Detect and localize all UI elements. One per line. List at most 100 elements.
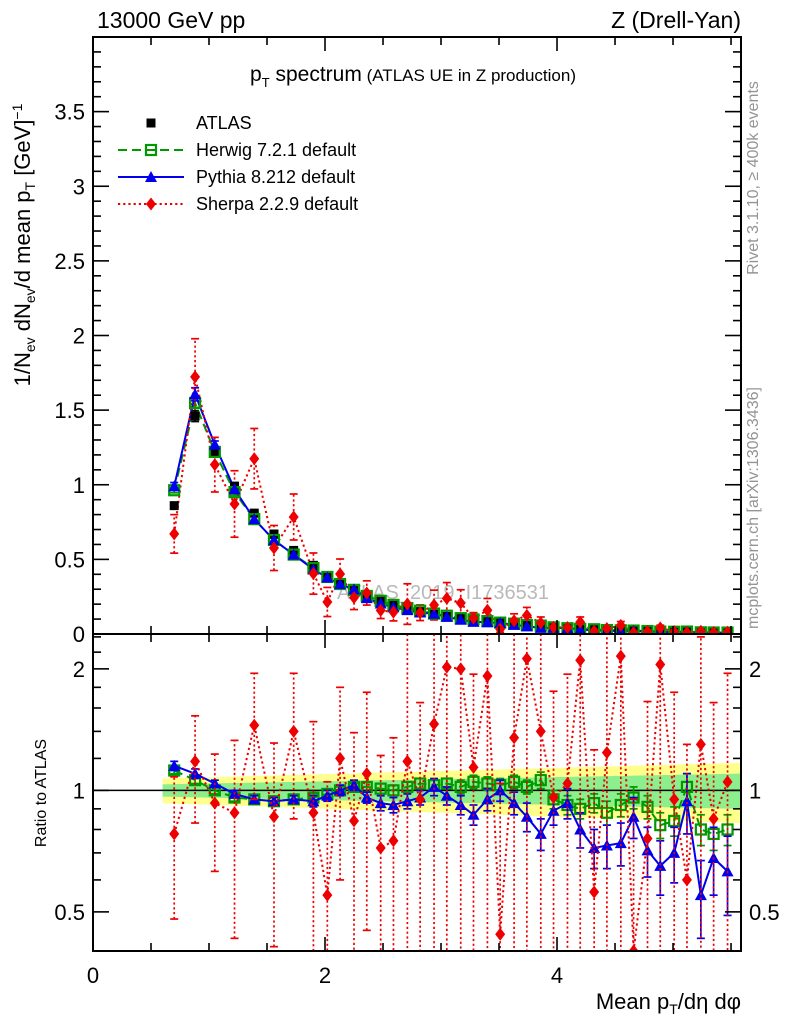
- top-marker-1: [494, 616, 507, 628]
- top-marker-2: [708, 625, 719, 633]
- legend: ATLAS Herwig 7.2.1 default Pythia 8.212 …: [118, 113, 358, 214]
- ytick-label-top: 0: [73, 622, 85, 647]
- top-marker-1: [454, 613, 467, 625]
- top-marker-2: [548, 620, 559, 633]
- top-marker-2: [722, 625, 733, 633]
- top-marker-2: [169, 527, 180, 541]
- top-marker-2: [229, 497, 240, 511]
- ylabel-sup: −1: [9, 103, 25, 119]
- ratio-marker-2: [615, 649, 626, 663]
- plot-title: pT spectrum (ATLAS UE in Z production): [250, 63, 576, 90]
- legend-marker-sherpa: [118, 197, 184, 211]
- ratio-marker-2: [562, 776, 573, 790]
- top-marker-2: [669, 624, 680, 633]
- ratio-marker-0: [668, 814, 681, 828]
- ytick-label-ratio-left: 1: [73, 778, 85, 803]
- atlas-marker: [169, 501, 179, 511]
- top-marker-1: [348, 583, 361, 595]
- ratio-marker-2: [601, 746, 612, 760]
- ylabel-sub: ev: [22, 337, 38, 352]
- atlas-marker: [210, 447, 220, 457]
- top-marker-2: [190, 370, 201, 384]
- axis-ticks: [92, 37, 741, 952]
- ratio-marker-2: [681, 873, 692, 887]
- top-marker-1: [481, 616, 494, 628]
- ratio-marker-1: [401, 795, 414, 807]
- top-marker-1: [189, 388, 202, 400]
- ratio-marker-1: [627, 810, 640, 822]
- title-rest: spectrum: [270, 63, 362, 86]
- top-marker-2: [615, 618, 626, 632]
- ratio-marker-2: [335, 751, 346, 765]
- top-marker-2: [589, 624, 600, 633]
- top-marker-2: [349, 591, 360, 605]
- ytick-label-ratio-left: 0.5: [54, 900, 85, 925]
- title-pt-sub: T: [262, 75, 270, 90]
- ratio-marker-1: [334, 784, 347, 796]
- top-panel-frame: [92, 36, 742, 635]
- legend-glyph-3: [146, 197, 156, 211]
- ratio-marker-2: [695, 737, 706, 751]
- top-marker-2: [209, 458, 220, 472]
- ratio-marker-1: [680, 795, 693, 807]
- top-marker-2: [402, 597, 413, 611]
- ratio-marker-2: [521, 652, 532, 666]
- ratio-marker-2: [209, 796, 220, 810]
- legend-label-pythia: Pythia 8.212 default: [196, 167, 355, 187]
- ratio-marker-0: [600, 806, 613, 819]
- ratio-marker-1: [360, 791, 373, 803]
- ratio-marker-1: [374, 797, 387, 809]
- top-marker-2: [562, 620, 573, 633]
- ratio-panel-frame: [92, 633, 742, 952]
- xtick-label: 2: [319, 963, 331, 988]
- ytick-label-top: 3: [73, 174, 85, 199]
- top-marker-2: [249, 452, 260, 466]
- atlas-marker: [190, 411, 200, 421]
- ratio-marker-2: [535, 724, 546, 738]
- band-green: [162, 773, 740, 809]
- legend-glyph-1: [144, 143, 158, 157]
- ratio-marker-2: [669, 792, 680, 806]
- title-paren: (ATLAS UE in Z production): [362, 66, 576, 85]
- ratio-marker-0: [694, 823, 707, 836]
- header-process: Z (Drell-Yan): [611, 7, 741, 33]
- legend-glyph-0: [146, 118, 156, 128]
- xlabel-part: /dη dφ: [678, 989, 741, 1014]
- top-marker-1: [428, 607, 441, 619]
- xtick-label: 4: [551, 963, 563, 988]
- top-marker-2: [628, 626, 639, 633]
- top-marker-1: [267, 534, 280, 546]
- ytick-label-ratio-right: 0.5: [749, 900, 780, 925]
- watermark: ATLAS_2019_I1736531: [337, 582, 549, 604]
- top-marker-1: [287, 548, 300, 560]
- top-marker-2: [335, 567, 346, 581]
- top-marker-1: [374, 597, 387, 609]
- ratio-marker-0: [454, 780, 467, 793]
- ratio-marker-2: [655, 658, 666, 672]
- ytick-label-ratio-left: 2: [73, 657, 85, 682]
- ratio-marker-1: [588, 841, 601, 853]
- top-marker-2: [429, 598, 440, 612]
- top-panel-data: [168, 337, 734, 633]
- ratio-marker-2: [455, 662, 466, 676]
- ytick-label-top: 2: [73, 324, 85, 349]
- ratio-marker-2: [169, 827, 180, 841]
- top-marker-0: [588, 623, 601, 633]
- ylabel-sub: T: [22, 181, 38, 190]
- ratio-marker-0: [401, 780, 414, 793]
- top-marker-1: [440, 610, 453, 622]
- ratio-marker-1: [168, 759, 181, 771]
- ratio-marker-2: [642, 831, 653, 845]
- xlabel-sub: T: [669, 1001, 678, 1017]
- ratio-marker-2: [268, 810, 279, 824]
- legend-label-sherpa: Sherpa 2.2.9 default: [196, 194, 358, 214]
- ytick-label-top: 0.5: [54, 547, 85, 572]
- ratio-marker-2: [575, 653, 586, 667]
- legend-label-atlas: ATLAS: [196, 113, 252, 133]
- ylabel-part: /d mean p: [10, 190, 35, 288]
- top-marker-1: [334, 578, 347, 590]
- title-pt: p: [250, 63, 262, 86]
- ratio-marker-2: [722, 775, 733, 789]
- top-marker-2: [322, 595, 333, 609]
